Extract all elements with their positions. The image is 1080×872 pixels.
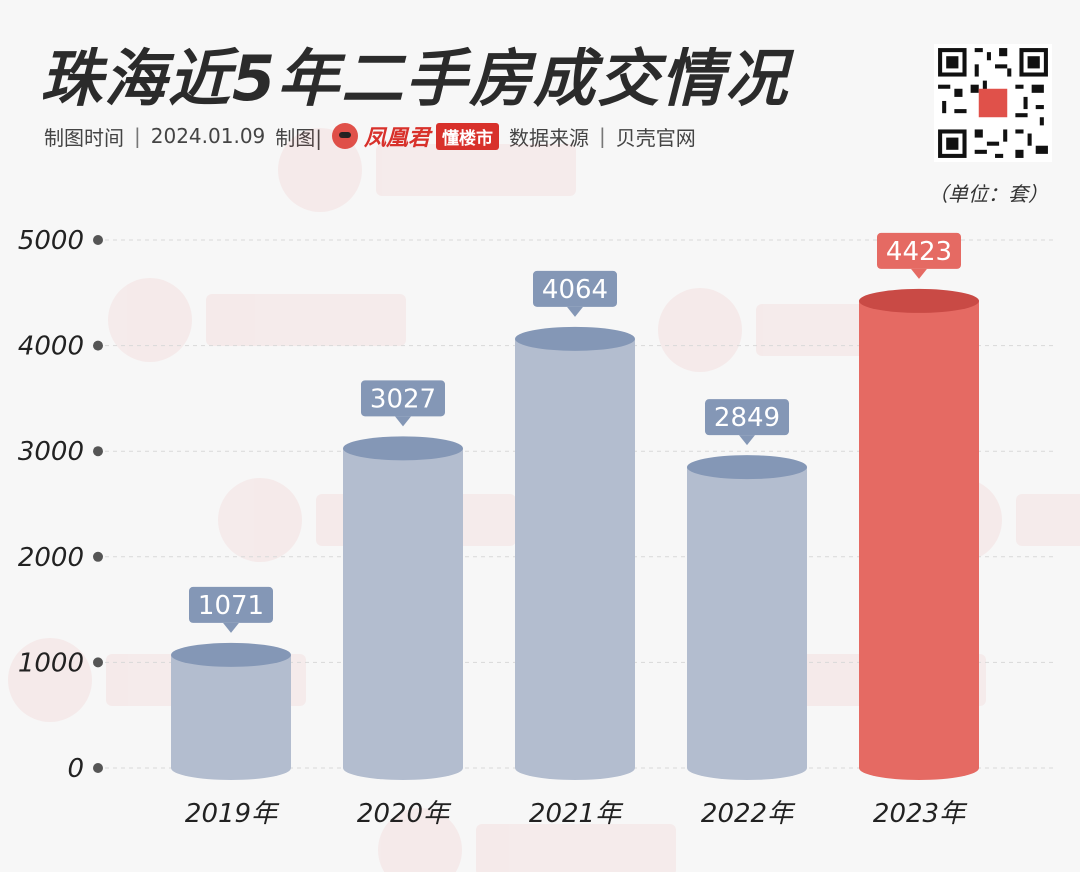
x-tick-label: 2020年	[357, 799, 452, 829]
x-tick-label: 2021年	[529, 799, 624, 829]
y-tick-label: 3000	[18, 437, 84, 467]
y-tick-label: 2000	[18, 543, 84, 573]
data-label: 3027	[361, 380, 445, 427]
watermark-logo-icon	[1016, 494, 1080, 546]
bar-2023年	[859, 288, 979, 780]
watermark-logo-icon	[476, 824, 676, 872]
x-tick-label: 2023年	[873, 799, 968, 829]
chart-meta: 制图时间 | 2024.01.09 制图| 凤凰君 懂楼市 数据来源 | 贝壳官…	[44, 120, 696, 152]
svg-text:3027: 3027	[370, 384, 436, 414]
y-tick-label: 4000	[18, 332, 84, 362]
source-label: 数据来源	[509, 125, 590, 150]
x-tick-label: 2022年	[701, 799, 796, 829]
watermark-logo-icon	[206, 294, 406, 346]
meta-separator-2: |	[599, 124, 606, 148]
brand-name: 凤凰君	[364, 126, 431, 151]
y-tick-dot	[93, 446, 103, 457]
data-label: 2849	[705, 399, 789, 446]
watermark-mascot-icon	[378, 808, 462, 872]
data-label: 4064	[533, 270, 617, 317]
watermark-mascot-icon	[658, 288, 742, 372]
watermark-mascot-icon	[8, 638, 92, 722]
data-label: 1071	[189, 586, 273, 633]
y-tick-label: 1000	[18, 648, 84, 678]
brand-logo: 凤凰君 懂楼市	[332, 120, 500, 152]
watermark-mascot-icon	[108, 278, 192, 362]
watermark-mascot-icon	[278, 128, 362, 212]
y-tick-dot	[93, 763, 103, 773]
y-tick-dot	[93, 340, 103, 351]
bar-2021年	[515, 326, 635, 780]
phoenix-mascot-icon	[332, 123, 359, 149]
y-tick-label: 5000	[18, 226, 84, 256]
date-value: 2024.01.09	[150, 124, 266, 148]
maker-label: 制图|	[275, 122, 322, 151]
y-tick-dot	[93, 235, 103, 245]
bar-2022年	[687, 455, 807, 780]
watermark-logo-icon	[376, 144, 576, 196]
y-tick-label: 0	[67, 754, 84, 784]
meta-separator: |	[134, 124, 141, 148]
bar-2019年	[171, 642, 291, 780]
svg-text:1071: 1071	[198, 591, 264, 621]
date-label: 制图时间	[44, 125, 124, 150]
data-label: 4423	[877, 232, 961, 279]
svg-text:2849: 2849	[714, 403, 780, 433]
svg-text:4064: 4064	[542, 275, 608, 305]
y-tick-dot	[93, 657, 103, 668]
unit-label: （单位：套）	[928, 182, 1048, 206]
x-tick-label: 2019年	[185, 799, 280, 829]
svg-text:4423: 4423	[886, 237, 952, 267]
source-value: 贝壳官网	[615, 125, 696, 150]
watermark-mascot-icon	[218, 478, 302, 562]
y-tick-dot	[93, 551, 103, 562]
qr-code-icon	[934, 44, 1052, 162]
chart-title: 珠海近5年二手房成交情况	[40, 42, 790, 115]
bar-2020年	[343, 436, 463, 780]
brand-tag: 懂楼市	[436, 122, 500, 150]
